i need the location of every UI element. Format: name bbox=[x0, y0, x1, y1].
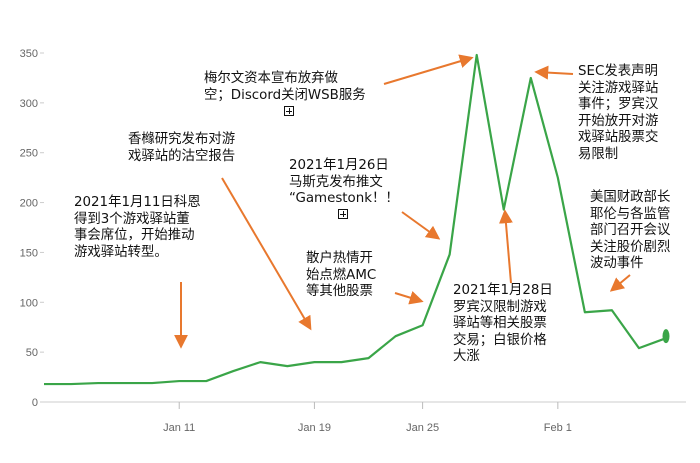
annotation-arrow bbox=[534, 65, 574, 80]
price-line bbox=[44, 53, 667, 386]
expand-plus-icon[interactable] bbox=[284, 106, 294, 116]
annotation-arrows bbox=[174, 54, 631, 349]
annotation-arrow bbox=[498, 209, 513, 284]
annotation-arrow bbox=[609, 274, 631, 292]
annotation-cohen-board: 2021年1月11日科恩 得到3个游戏驿站董 事会席位，开始推动 游戏驿站转型。 bbox=[74, 195, 201, 260]
y-tick-label: 100 bbox=[20, 297, 38, 309]
last-point-marker bbox=[662, 329, 670, 344]
y-tick-label: 350 bbox=[20, 48, 38, 60]
y-tick-label: 200 bbox=[20, 198, 38, 210]
y-axis: 0 50 100 150 200 250 300 350 bbox=[20, 48, 44, 409]
annotation-robinhood-restrict: 2021年1月28日 罗宾汉限制游戏 驿站等相关股票 交易；白银价格 大涨 bbox=[453, 283, 553, 365]
annotation-melvin-discord: 梅尔文资本宣布放弃做 空；Discord关闭WSB服务 bbox=[204, 71, 366, 103]
annotation-yellen-meeting: 美国财政部长 耶伦与各监管 部门召开会议 关注股价剧烈 波动事件 bbox=[590, 190, 671, 272]
annotation-retail-amc: 散户热情开 始点燃AMC 等其他股票 bbox=[306, 251, 377, 300]
annotation-sec-statement: SEC发表声明 关注游戏驿站 事件；罗宾汉 开始放开对游 戏驿站股票交 易限制 bbox=[578, 64, 659, 163]
x-tick-label: Jan 25 bbox=[406, 422, 439, 434]
x-axis: Jan 11 Jan 19 Jan 25 Feb 1 bbox=[40, 401, 686, 434]
y-tick-label: 50 bbox=[26, 347, 38, 359]
annotation-arrow bbox=[401, 211, 441, 240]
annotation-arrow bbox=[383, 54, 474, 85]
expand-plus-icon[interactable] bbox=[338, 209, 348, 219]
y-tick-label: 300 bbox=[20, 98, 38, 110]
annotation-citron-short-report: 香橼研究发布对游 戏驿站的沽空报告 bbox=[128, 132, 236, 164]
y-tick-label: 150 bbox=[20, 247, 38, 259]
annotation-musk-tweet: 2021年1月26日 马斯克发布推文 “Gamestonk！！ bbox=[289, 158, 399, 207]
annotation-arrow bbox=[221, 177, 312, 331]
y-tick-label: 250 bbox=[20, 148, 38, 160]
y-tick-label: 0 bbox=[32, 397, 38, 409]
annotation-arrow bbox=[394, 291, 424, 305]
x-tick-label: Jan 11 bbox=[163, 422, 195, 434]
x-tick-label: Jan 19 bbox=[298, 422, 331, 434]
x-tick-label: Feb 1 bbox=[544, 422, 572, 434]
price-series bbox=[43, 53, 670, 386]
